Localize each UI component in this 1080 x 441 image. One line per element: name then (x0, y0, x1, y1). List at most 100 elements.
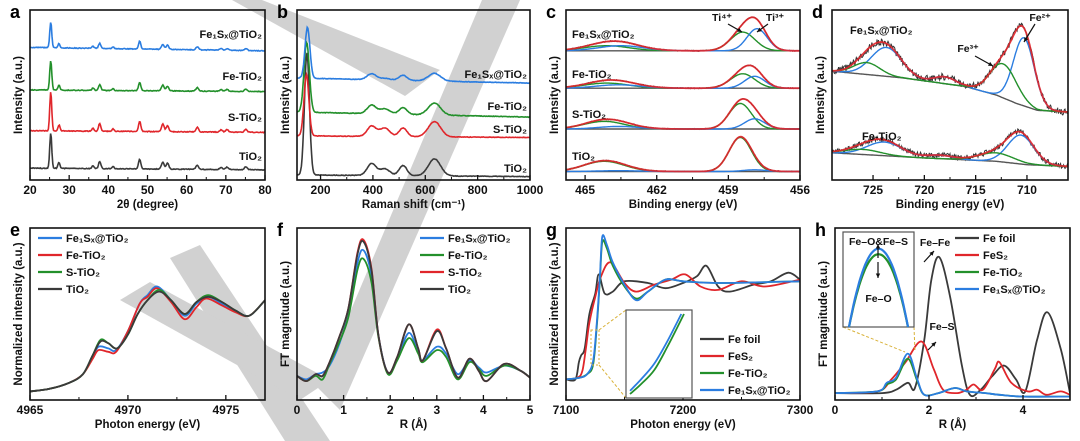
series-line (30, 60, 265, 93)
x-tick-label: 5 (527, 403, 534, 417)
panel-g: 7100 7200 7300 Photon energy (eV) Normalized… (546, 220, 814, 431)
arrow-head (737, 27, 742, 32)
inset-label-fe-o: Fe–O (865, 293, 891, 305)
arrow-head (875, 244, 881, 249)
series-line (30, 133, 265, 171)
legend-label: Fe-TiO₂ (448, 250, 488, 262)
x-tick-label: 4 (480, 403, 487, 417)
envelope-fit (566, 64, 800, 90)
y-axis-title: Intensity (a.u.) (815, 56, 827, 134)
legend-label: TiO₂ (66, 284, 89, 296)
legend-label: Fe₁Sₓ@TiO₂ (66, 233, 129, 245)
x-tick-label: 0 (294, 403, 301, 417)
arrow-head (929, 251, 934, 256)
x-tick-label: 400 (363, 183, 383, 197)
panel-letter: h (815, 220, 826, 240)
envelope-fit (832, 24, 1068, 113)
x-tick-label: 2 (387, 403, 394, 417)
panel-letter: g (546, 220, 557, 240)
x-tick-label: 2 (926, 403, 933, 417)
x-tick-label: 60 (180, 183, 194, 197)
series-line (297, 40, 530, 119)
x-tick-label: 4965 (17, 403, 44, 417)
legend-label: Fe foil (728, 334, 760, 346)
series-line (297, 71, 530, 139)
series-label: Fe-TiO₂ (862, 131, 902, 143)
arrow-head (988, 61, 993, 66)
inset-label-fe-o-fe-s: Fe–O&Fe–S (849, 236, 908, 248)
series-line (835, 255, 1070, 398)
panel-c: 465 462 459 456 Binding energy (eV) Intensity… (546, 2, 810, 211)
inset-guide (598, 364, 627, 399)
panel-letter: d (812, 2, 823, 22)
x-tick-label: 462 (647, 183, 667, 197)
legend-label: TiO₂ (448, 284, 471, 296)
inset-guide (842, 326, 906, 353)
x-tick-label: 1000 (517, 183, 544, 197)
component-fit (832, 61, 1068, 113)
series-label: TiO₂ (239, 151, 262, 163)
series-line (566, 261, 800, 381)
y-axis-title: Intensity (a.u.) (13, 56, 25, 134)
series-line (297, 25, 530, 85)
legend-label: Fe foil (983, 233, 1015, 245)
arrow-head (757, 27, 762, 32)
raw-spectrum (832, 22, 1068, 116)
annotation-fe2: Fe²⁺ (1029, 12, 1051, 24)
zoom-region (590, 329, 600, 366)
watermark-stroke (232, 0, 440, 96)
x-tick-label: 40 (102, 183, 116, 197)
panel-letter: a (10, 2, 21, 22)
legend-label: S-TiO₂ (66, 267, 100, 279)
x-axis-title: Raman shift (cm⁻¹) (362, 199, 465, 211)
legend-label: Fe₁Sₓ@TiO₂ (728, 385, 791, 397)
series-label: Fe-TiO₂ (572, 69, 612, 81)
envelope-fit (566, 135, 800, 173)
series-label: Fe-TiO₂ (222, 71, 262, 83)
x-tick-label: 7200 (670, 403, 697, 417)
x-tick-label: 200 (311, 183, 331, 197)
legend-label: FeS₂ (983, 250, 1008, 262)
series-line (566, 234, 800, 381)
annotation-fe-fe: Fe–Fe (920, 237, 951, 249)
x-tick-label: 600 (415, 183, 435, 197)
annotation-fe-s: Fe–S (929, 321, 954, 333)
envelope-fit (566, 97, 800, 130)
x-axis-title: Binding energy (eV) (896, 199, 1005, 211)
x-tick-label: 4 (1020, 403, 1027, 417)
series-label: Fe₁Sₓ@TiO₂ (572, 29, 635, 41)
panel-f: 0 1 2 3 4 5 R (Å) FT magnitude (a.u.) f Fe₁Sₓ@TiO… (277, 220, 534, 431)
axes-frame (29, 227, 266, 401)
component-fit (832, 148, 1068, 168)
inset-guide (913, 326, 916, 353)
arrow-head (1024, 37, 1029, 42)
series-line (30, 290, 265, 393)
plot-area (30, 285, 265, 393)
arrow-head (931, 342, 936, 347)
panel-letter: e (10, 220, 20, 240)
x-tick-label: 30 (62, 183, 76, 197)
inset-curve (629, 313, 685, 395)
x-tick-label: 800 (468, 183, 488, 197)
axes-frame (565, 9, 801, 181)
x-tick-label: 459 (718, 183, 738, 197)
x-axis-title: Photon energy (eV) (95, 419, 201, 431)
x-tick-label: 70 (219, 183, 233, 197)
x-axis-title: R (Å) (400, 418, 428, 431)
panel-b: 200 400 600 800 1000 Raman shift (cm⁻¹) Intens… (277, 2, 544, 211)
series-label: Fe₁Sₓ@TiO₂ (465, 69, 528, 81)
plot-area (30, 22, 265, 171)
envelope-fit (832, 130, 1068, 168)
y-axis-title: FT magnitude (a.u.) (280, 261, 292, 367)
y-axis-title: Normalized intensity (a.u.) (13, 242, 25, 385)
x-axis-title: R (Å) (939, 418, 967, 431)
plot-area (566, 16, 800, 173)
plot-area (297, 238, 530, 383)
series-label: TiO₂ (504, 163, 527, 175)
x-tick-label: 4975 (212, 403, 239, 417)
series-label: S-TiO₂ (228, 112, 262, 124)
inset-guide (598, 309, 627, 331)
x-tick-label: 4970 (115, 403, 142, 417)
x-tick-label: 20 (23, 183, 37, 197)
x-tick-label: 80 (258, 183, 272, 197)
